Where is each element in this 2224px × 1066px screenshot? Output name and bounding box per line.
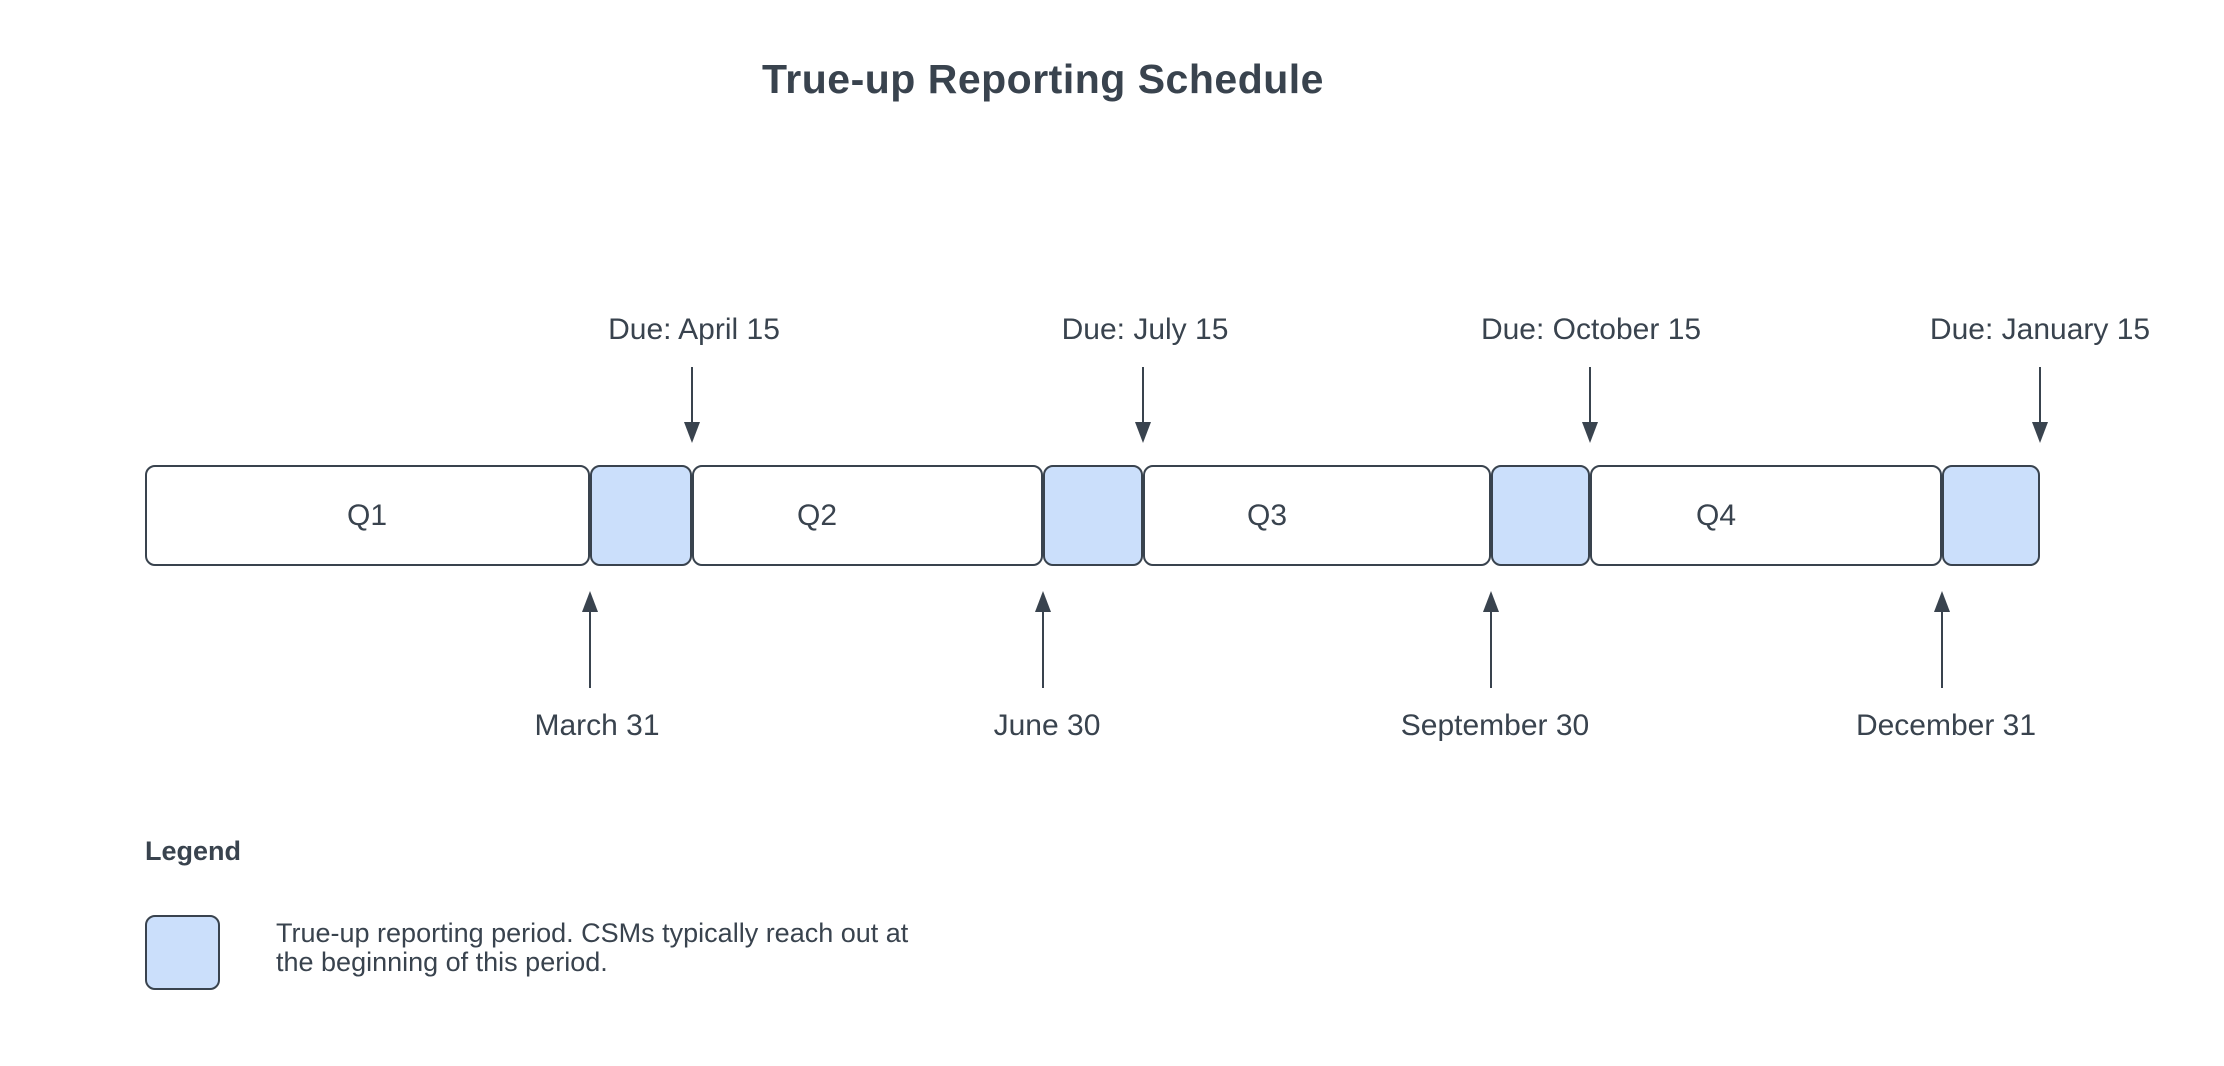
- quarter-box: [1590, 465, 1942, 566]
- due-date-label: Due: April 15: [608, 313, 780, 346]
- quarter-box: [692, 465, 1043, 566]
- arrow-down-icon: [684, 367, 700, 443]
- quarter-label: Q1: [346, 498, 388, 532]
- quarter-label: Q3: [1246, 498, 1288, 532]
- quarter-label: Q4: [1695, 498, 1737, 532]
- arrow-down-icon: [2032, 367, 2048, 443]
- legend-description: True-up reporting period. CSMs typically…: [276, 919, 908, 977]
- true-up-period-box: [590, 465, 692, 566]
- quarter-end-date-label: December 31: [1855, 709, 2037, 742]
- arrow-up-icon: [1483, 591, 1499, 688]
- page-title: True-up Reporting Schedule: [762, 56, 1324, 102]
- quarter-box: [1143, 465, 1491, 566]
- true-up-period-box: [1491, 465, 1590, 566]
- legend-swatch-true-up-period: [145, 915, 220, 990]
- due-date-label: Due: October 15: [1480, 313, 1702, 346]
- due-date-label: Due: January 15: [1929, 313, 2151, 346]
- quarter-end-date-label: March 31: [534, 709, 660, 742]
- true-up-period-box: [1043, 465, 1143, 566]
- true-up-period-box: [1942, 465, 2040, 566]
- arrow-up-icon: [1934, 591, 1950, 688]
- quarter-box: [145, 465, 590, 566]
- arrow-down-icon: [1582, 367, 1598, 443]
- arrow-up-icon: [1035, 591, 1051, 688]
- quarter-end-date-label: September 30: [1400, 709, 1590, 742]
- arrow-up-icon: [582, 591, 598, 688]
- legend-description-line: True-up reporting period. CSMs typically…: [276, 918, 909, 948]
- arrow-down-icon: [1135, 367, 1151, 443]
- legend-description-line: the beginning of this period.: [276, 947, 608, 977]
- quarter-label: Q2: [796, 498, 838, 532]
- due-date-label: Due: July 15: [1061, 313, 1229, 346]
- quarter-end-date-label: June 30: [993, 709, 1101, 742]
- legend-title: Legend: [145, 836, 242, 866]
